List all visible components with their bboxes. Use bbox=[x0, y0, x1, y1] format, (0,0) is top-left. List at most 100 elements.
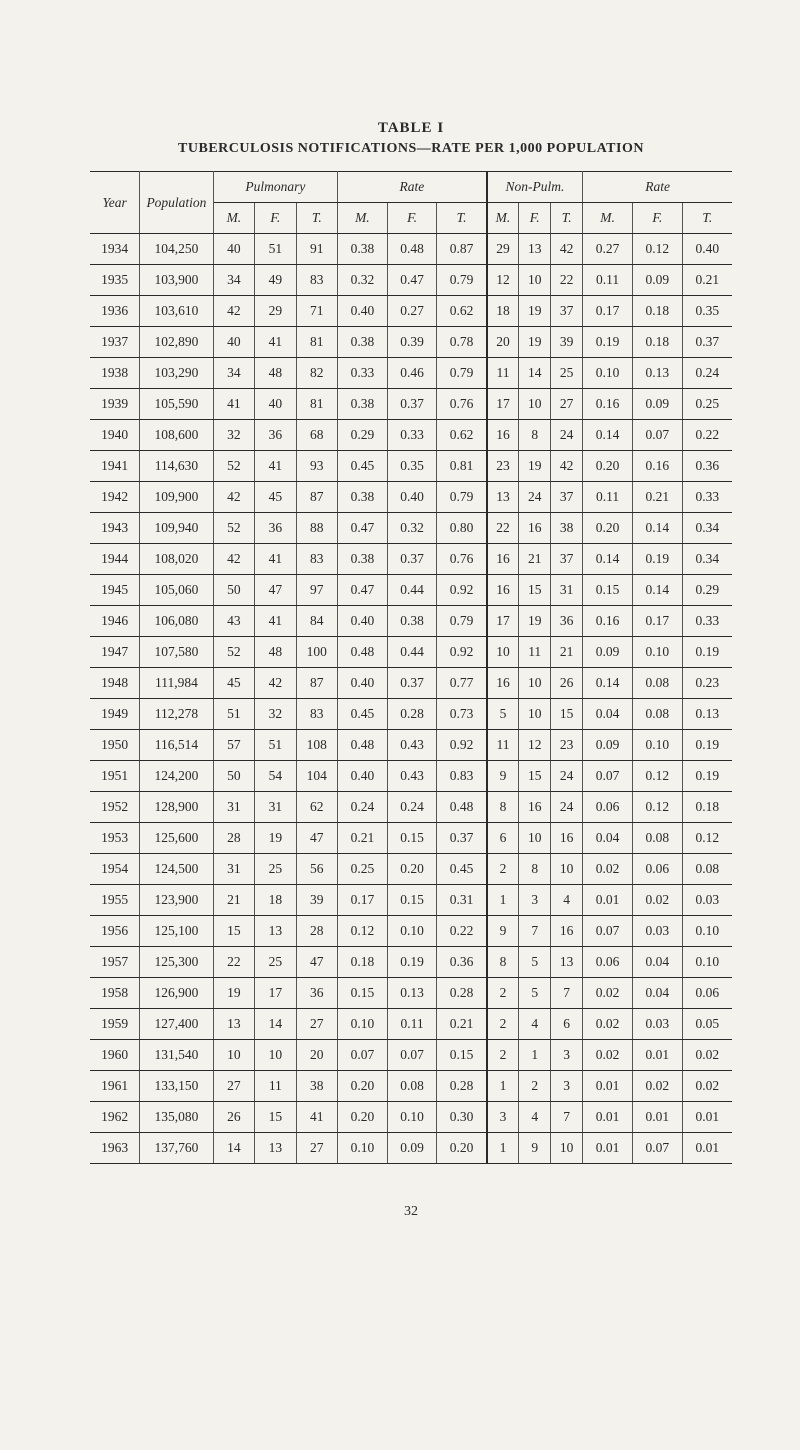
table-cell: 0.10 bbox=[632, 637, 682, 668]
table-cell: 4 bbox=[519, 1009, 551, 1040]
table-cell: 1935 bbox=[90, 265, 140, 296]
table-cell: 42 bbox=[213, 296, 254, 327]
table-cell: 1945 bbox=[90, 575, 140, 606]
table-cell: 0.37 bbox=[682, 327, 732, 358]
table-cell: 0.24 bbox=[387, 792, 437, 823]
table-cell: 25 bbox=[255, 854, 296, 885]
table-cell: 131,540 bbox=[140, 1040, 213, 1071]
table-cell: 0.28 bbox=[437, 978, 487, 1009]
table-row: 1954124,5003125560.250.200.4528100.020.0… bbox=[90, 854, 732, 885]
table-cell: 36 bbox=[255, 513, 296, 544]
table-cell: 0.12 bbox=[632, 761, 682, 792]
table-cell: 0.40 bbox=[338, 668, 388, 699]
table-cell: 0.48 bbox=[338, 730, 388, 761]
table-cell: 45 bbox=[213, 668, 254, 699]
table-cell: 0.19 bbox=[682, 761, 732, 792]
table-cell: 42 bbox=[551, 234, 583, 265]
table-cell: 0.29 bbox=[682, 575, 732, 606]
table-cell: 10 bbox=[487, 637, 519, 668]
table-cell: 0.15 bbox=[583, 575, 633, 606]
table-cell: 0.38 bbox=[338, 389, 388, 420]
table-cell: 0.02 bbox=[632, 1071, 682, 1102]
table-cell: 18 bbox=[487, 296, 519, 327]
table-cell: 0.19 bbox=[583, 327, 633, 358]
table-cell: 10 bbox=[519, 265, 551, 296]
page-container: TABLE I TUBERCULOSIS NOTIFICATIONS—RATE … bbox=[0, 0, 800, 1220]
table-cell: 0.33 bbox=[387, 420, 437, 451]
table-cell: 0.76 bbox=[437, 544, 487, 575]
table-cell: 6 bbox=[551, 1009, 583, 1040]
col-population: Population bbox=[140, 172, 213, 234]
table-cell: 103,290 bbox=[140, 358, 213, 389]
table-cell: 83 bbox=[296, 544, 337, 575]
table-cell: 133,150 bbox=[140, 1071, 213, 1102]
table-cell: 0.14 bbox=[632, 513, 682, 544]
table-cell: 0.25 bbox=[338, 854, 388, 885]
table-cell: 21 bbox=[551, 637, 583, 668]
table-cell: 10 bbox=[255, 1040, 296, 1071]
table-cell: 41 bbox=[213, 389, 254, 420]
table-cell: 1957 bbox=[90, 947, 140, 978]
table-cell: 2 bbox=[487, 978, 519, 1009]
table-cell: 0.02 bbox=[682, 1040, 732, 1071]
table-cell: 0.37 bbox=[387, 389, 437, 420]
table-cell: 0.15 bbox=[437, 1040, 487, 1071]
table-cell: 43 bbox=[213, 606, 254, 637]
table-cell: 41 bbox=[255, 451, 296, 482]
table-cell: 9 bbox=[487, 916, 519, 947]
table-cell: 81 bbox=[296, 327, 337, 358]
table-cell: 103,610 bbox=[140, 296, 213, 327]
table-cell: 0.22 bbox=[682, 420, 732, 451]
table-cell: 0.09 bbox=[583, 637, 633, 668]
table-cell: 16 bbox=[519, 513, 551, 544]
table-cell: 125,300 bbox=[140, 947, 213, 978]
table-cell: 1944 bbox=[90, 544, 140, 575]
table-cell: 0.40 bbox=[338, 761, 388, 792]
table-cell: 1956 bbox=[90, 916, 140, 947]
table-cell: 0.03 bbox=[632, 916, 682, 947]
table-cell: 125,600 bbox=[140, 823, 213, 854]
table-cell: 0.12 bbox=[632, 792, 682, 823]
table-cell: 14 bbox=[213, 1133, 254, 1164]
table-cell: 10 bbox=[519, 668, 551, 699]
table-cell: 0.08 bbox=[387, 1071, 437, 1102]
table-cell: 0.18 bbox=[632, 296, 682, 327]
table-cell: 16 bbox=[487, 544, 519, 575]
table-cell: 0.40 bbox=[338, 296, 388, 327]
table-cell: 26 bbox=[213, 1102, 254, 1133]
table-cell: 0.40 bbox=[682, 234, 732, 265]
table-cell: 19 bbox=[519, 451, 551, 482]
table-cell: 0.01 bbox=[583, 1071, 633, 1102]
table-cell: 19 bbox=[519, 296, 551, 327]
table-cell: 83 bbox=[296, 265, 337, 296]
table-cell: 3 bbox=[519, 885, 551, 916]
table-cell: 0.07 bbox=[632, 1133, 682, 1164]
table-cell: 0.09 bbox=[632, 389, 682, 420]
table-cell: 0.20 bbox=[583, 451, 633, 482]
table-cell: 10 bbox=[519, 823, 551, 854]
table-cell: 0.09 bbox=[583, 730, 633, 761]
table-cell: 104 bbox=[296, 761, 337, 792]
table-cell: 0.17 bbox=[338, 885, 388, 916]
table-cell: 0.10 bbox=[338, 1009, 388, 1040]
table-cell: 97 bbox=[296, 575, 337, 606]
table-cell: 41 bbox=[255, 327, 296, 358]
table-cell: 0.03 bbox=[632, 1009, 682, 1040]
table-cell: 0.92 bbox=[437, 637, 487, 668]
table-cell: 13 bbox=[487, 482, 519, 513]
table-cell: 1961 bbox=[90, 1071, 140, 1102]
table-cell: 1952 bbox=[90, 792, 140, 823]
table-row: 1938103,2903448820.330.460.791114250.100… bbox=[90, 358, 732, 389]
table-cell: 27 bbox=[551, 389, 583, 420]
table-cell: 0.40 bbox=[338, 606, 388, 637]
table-cell: 38 bbox=[296, 1071, 337, 1102]
table-cell: 0.07 bbox=[338, 1040, 388, 1071]
table-cell: 16 bbox=[487, 420, 519, 451]
table-cell: 0.83 bbox=[437, 761, 487, 792]
table-cell: 3 bbox=[551, 1071, 583, 1102]
table-cell: 29 bbox=[487, 234, 519, 265]
table-cell: 18 bbox=[255, 885, 296, 916]
table-cell: 0.03 bbox=[682, 885, 732, 916]
table-cell: 41 bbox=[296, 1102, 337, 1133]
table-cell: 0.13 bbox=[632, 358, 682, 389]
